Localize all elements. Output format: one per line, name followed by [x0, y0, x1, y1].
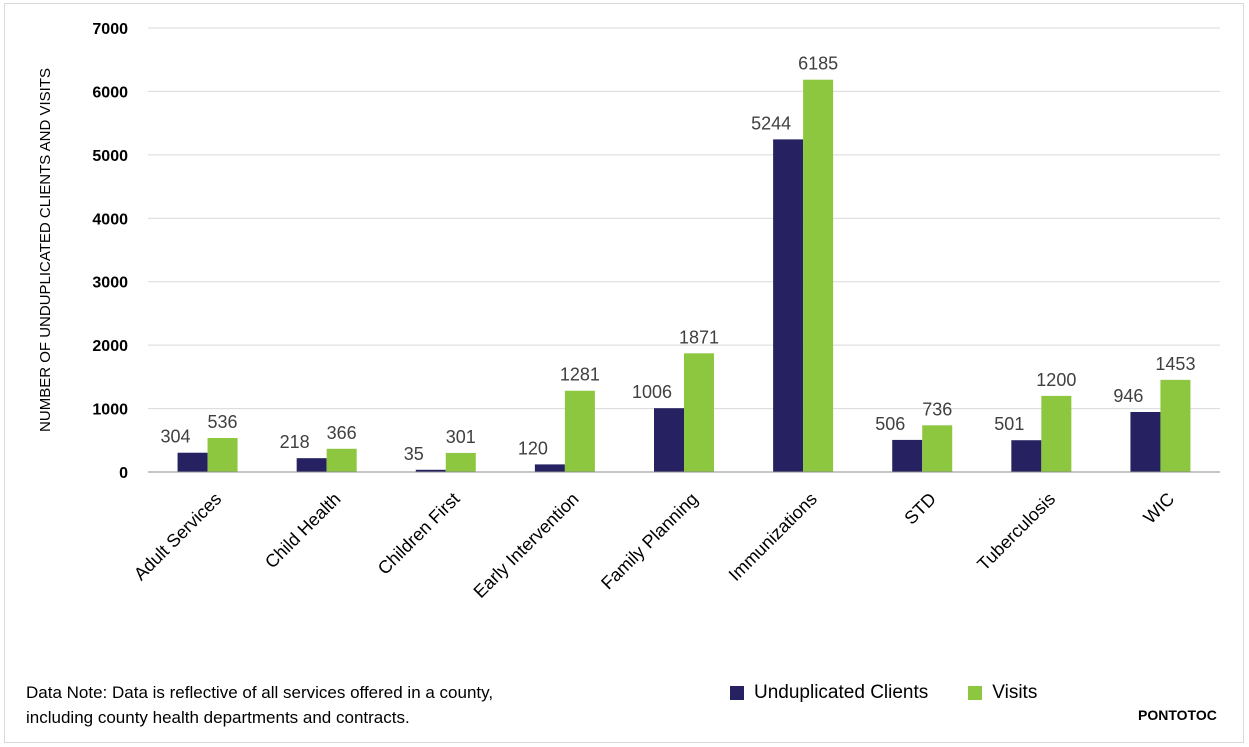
bar-visits [326, 448, 357, 472]
x-tick-label: Immunizations [725, 489, 821, 585]
x-tick-label: WIC [1139, 489, 1178, 528]
bar-visits [922, 425, 953, 472]
y-axis-label: NUMBER OF UNDUPLICATED CLIENTS AND VISIT… [37, 68, 54, 432]
data-label-clients: 218 [280, 432, 310, 452]
x-axis-ticks: Adult Services Child Health Children First… [130, 489, 1178, 602]
bar-visits [684, 353, 714, 472]
bar-visits [1041, 395, 1072, 472]
data-label-clients: 35 [404, 444, 424, 464]
data-label-visits: 536 [208, 412, 238, 432]
x-tick-label: STD [900, 489, 940, 529]
data-label-clients: 506 [875, 414, 905, 434]
data-note-line-2: including county health departments and … [26, 708, 410, 727]
legend-item-visits: Visits [968, 682, 1037, 704]
bar-clients [773, 139, 804, 473]
data-label-clients: 1006 [632, 382, 672, 402]
bar-visits [803, 79, 834, 473]
bar-clients [1011, 440, 1042, 472]
x-tick-label: Tuberculosis [973, 489, 1059, 575]
y-tick-label: 6000 [92, 84, 128, 101]
chart-frame [4, 3, 1244, 743]
legend-swatch-clients [730, 686, 744, 700]
data-label-visits: 1871 [679, 327, 719, 347]
bar-clients [415, 469, 446, 472]
data-label-visits: 1200 [1036, 370, 1076, 390]
data-label-visits: 1453 [1155, 354, 1195, 374]
legend-label-clients: Unduplicated Clients [754, 682, 929, 703]
data-label-clients: 120 [518, 438, 548, 458]
x-tick-label: Adult Services [130, 489, 226, 585]
data-label-visits: 366 [327, 423, 357, 443]
data-label-visits: 6185 [798, 54, 838, 74]
legend-item-clients: Unduplicated Clients [730, 682, 928, 704]
y-tick-label: 2000 [92, 338, 128, 355]
bar-clients [534, 464, 565, 472]
y-tick-label: 0 [119, 465, 128, 482]
data-label-visits: 1281 [560, 365, 600, 385]
bar-clients [177, 452, 208, 472]
y-tick-label: 1000 [92, 402, 128, 419]
y-tick-label: 3000 [92, 275, 128, 292]
y-axis-ticks: 0 1000 2000 3000 4000 5000 6000 7000 [92, 21, 128, 482]
bars [177, 79, 1191, 473]
bar-clients [1130, 411, 1161, 472]
y-tick-label: 4000 [92, 211, 128, 228]
x-tick-label: Child Health [261, 489, 344, 572]
bar-clients [296, 458, 327, 472]
data-label-clients: 946 [1113, 386, 1143, 406]
x-tick-label: Early Intervention [470, 489, 583, 602]
bar-clients [892, 439, 923, 472]
data-note: Data Note: Data is reflective of all ser… [26, 680, 726, 730]
legend: Unduplicated Clients Visits [730, 682, 1077, 704]
bar-clients [654, 408, 684, 472]
bar-visits [564, 390, 595, 472]
data-label-visits: 301 [446, 427, 476, 447]
y-tick-label: 5000 [92, 148, 128, 165]
county-name: PONTOTOC [1138, 707, 1217, 723]
data-label-clients: 501 [994, 414, 1024, 434]
gridlines [148, 27, 1220, 410]
data-note-line-1: Data Note: Data is reflective of all ser… [26, 683, 494, 702]
bar-visits [445, 452, 476, 472]
bar-visits [1160, 379, 1191, 472]
x-tick-label: Family Planning [597, 489, 702, 594]
bar-visits [207, 438, 238, 472]
data-labels: 304 536 218 366 35 301 120 1281 1006 1871 5244 6185… [161, 54, 1196, 464]
legend-label-visits: Visits [992, 682, 1038, 703]
data-label-clients: 304 [161, 427, 191, 447]
y-tick-label: 7000 [92, 21, 128, 38]
legend-swatch-visits [968, 686, 983, 700]
data-label-visits: 736 [922, 399, 952, 419]
x-tick-label: Children First [374, 489, 464, 579]
data-label-clients: 5244 [751, 113, 791, 133]
